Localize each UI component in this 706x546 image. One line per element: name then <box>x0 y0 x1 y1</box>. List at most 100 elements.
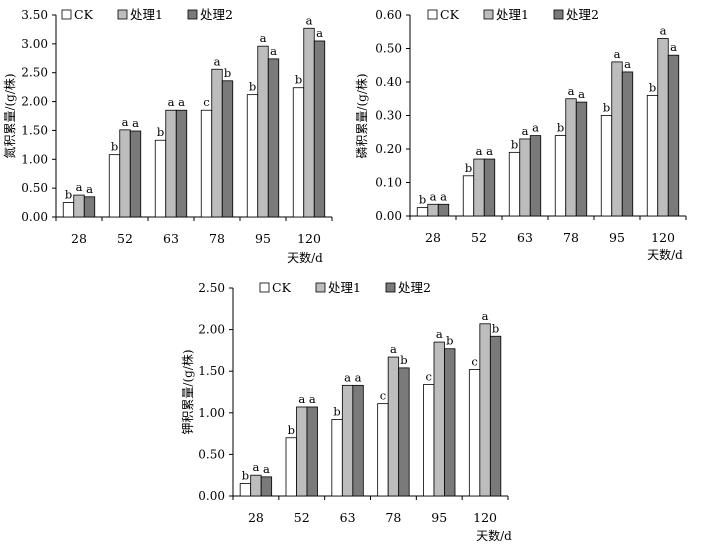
significance-letter: a <box>178 95 185 109</box>
bar-2 <box>611 61 623 217</box>
legend-label: 处理1 <box>496 7 529 22</box>
significance-letter: b <box>157 125 164 139</box>
significance-letter: a <box>624 57 631 71</box>
significance-letter: a <box>132 116 139 130</box>
significance-letter: a <box>614 47 621 61</box>
significance-letter: a <box>670 40 677 54</box>
significance-letter: b <box>400 353 407 367</box>
bar-3 <box>129 130 142 218</box>
legend-label: CK <box>74 7 94 22</box>
bar-3 <box>667 54 680 217</box>
legend-swatch-3 <box>187 9 198 20</box>
bar-3 <box>398 367 410 497</box>
significance-letter: b <box>333 404 340 418</box>
significance-letter: a <box>532 121 539 135</box>
bar-1 <box>508 151 521 217</box>
bar-1 <box>331 419 343 497</box>
significance-letter: a <box>482 309 489 323</box>
significance-letter: b <box>511 137 518 151</box>
significance-letter: b <box>242 469 249 483</box>
bar-2 <box>119 129 131 218</box>
significance-letter: a <box>316 26 323 40</box>
x-tick-label: 52 <box>294 510 310 525</box>
x-axis-title: 天数/d <box>287 250 323 265</box>
y-tick-label: 3.00 <box>21 37 48 51</box>
bar-3 <box>260 476 273 497</box>
y-tick-label: 1.00 <box>21 152 48 166</box>
chart-2: 0.00 0.10 0.20 0.30 0.40 0.50 0.60 磷积累量/(g/株) 天数… <box>354 7 687 262</box>
bar-3 <box>483 158 496 217</box>
significance-letter: b <box>295 73 302 87</box>
x-tick-label: 95 <box>431 510 447 525</box>
bar-1 <box>646 95 659 217</box>
significance-letter: b <box>111 140 118 154</box>
y-tick-label: 2.00 <box>198 323 225 337</box>
significance-letter: c <box>471 355 477 369</box>
y-tick-label: 0.40 <box>375 75 402 89</box>
legend-label: 处理2 <box>566 7 599 22</box>
x-tick-label: 63 <box>517 230 533 245</box>
bar-2 <box>657 38 669 217</box>
bar-1 <box>416 207 429 217</box>
significance-letter: a <box>252 460 259 474</box>
bar-2 <box>479 323 491 497</box>
y-tick-label: 3.50 <box>21 8 48 22</box>
chart-3: 0.00 0.50 1.00 1.50 2.00 2.50 钾积累量/(g/株) 天数/d 28… <box>180 280 512 543</box>
significance-letter: a <box>76 180 83 194</box>
significance-letter: a <box>214 54 221 68</box>
significance-letter: a <box>309 392 316 406</box>
bar-1 <box>154 139 167 218</box>
significance-letter: b <box>557 121 564 135</box>
significance-letter: b <box>603 101 610 115</box>
x-tick-label: 95 <box>609 230 625 245</box>
bar-3 <box>83 196 96 218</box>
legend-swatch-3 <box>553 9 564 20</box>
significance-letter: b <box>288 423 295 437</box>
bar-2 <box>473 158 485 217</box>
bar-1 <box>108 154 121 218</box>
y-tick-label: 0.00 <box>21 210 48 224</box>
x-tick-label: 28 <box>425 230 441 245</box>
significance-letter: a <box>355 370 362 384</box>
significance-letter: a <box>390 342 397 356</box>
legend: CK 处理1 处理2 <box>259 280 431 295</box>
bar-2 <box>250 474 262 497</box>
legend-swatch-2 <box>483 9 494 20</box>
x-tick-label: 78 <box>385 510 401 525</box>
significance-letter: a <box>298 392 305 406</box>
legend-label: CK <box>272 280 292 295</box>
x-axis-title: 天数/d <box>476 528 512 543</box>
y-tick-label: 0.10 <box>375 176 402 190</box>
legend-swatch-1 <box>61 9 72 20</box>
y-tick-label: 2.50 <box>21 66 48 80</box>
y-tick-label: 0.00 <box>375 209 402 223</box>
significance-letter: a <box>430 189 437 203</box>
y-tick-label: 0.50 <box>21 181 48 195</box>
bar-3 <box>489 335 502 497</box>
significance-letter: b <box>649 80 656 94</box>
significance-letter: b <box>224 66 231 80</box>
x-tick-label: 78 <box>209 231 225 246</box>
bar-1 <box>600 115 613 217</box>
bar-2 <box>387 356 400 497</box>
legend: CK 处理1 处理2 <box>427 7 599 22</box>
bar-3 <box>313 40 326 218</box>
bar-2 <box>565 98 577 217</box>
bar-1 <box>62 202 75 218</box>
bar-3 <box>444 348 456 497</box>
legend-label: 处理2 <box>200 7 233 22</box>
x-tick-label: 52 <box>117 231 133 246</box>
y-axis-title: 钾积累量/(g/株) <box>180 349 195 434</box>
legend-label: 处理1 <box>130 7 163 22</box>
bar-1 <box>423 384 435 497</box>
bar-3 <box>437 203 450 217</box>
bar-2 <box>257 45 269 218</box>
legend-swatch-2 <box>117 9 128 20</box>
x-tick-label: 63 <box>340 510 356 525</box>
bar-2 <box>73 194 85 218</box>
x-tick-label: 28 <box>248 510 264 525</box>
bar-3 <box>529 135 542 217</box>
y-tick-label: 2.50 <box>198 281 225 295</box>
x-tick-label: 95 <box>255 231 271 246</box>
